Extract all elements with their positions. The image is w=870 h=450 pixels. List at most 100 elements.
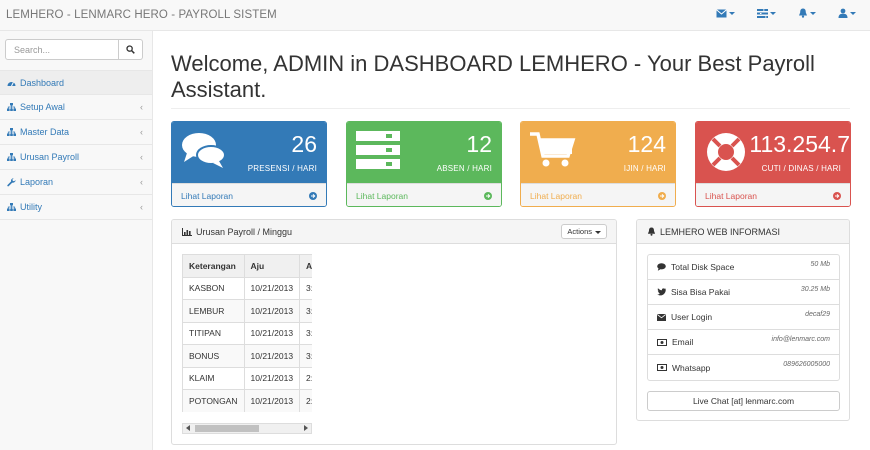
arrow-circle-right-icon <box>833 192 841 200</box>
list-item-whatsapp[interactable]: Whatsapp 089626005000 <box>648 355 839 380</box>
stat-label: CUTI / DINAS / HARI <box>761 164 841 173</box>
payroll-table: Keterangan Aju Ap KASBON 10/21/2013 3: L… <box>182 254 312 412</box>
comments-icon <box>182 133 226 168</box>
column-header[interactable]: Aju <box>243 254 301 278</box>
info-value: 50 Mb <box>810 261 830 268</box>
view-report-link[interactable]: Lihat Laporan <box>181 191 233 201</box>
info-value: info@lenmarc.com <box>771 336 830 343</box>
arrow-circle-right-icon <box>309 192 317 200</box>
stat-number: 124 <box>627 131 666 157</box>
sidebar-search <box>5 39 143 60</box>
table-cell: 2: <box>299 366 312 390</box>
brand-title[interactable]: LEMHERO - LENMARC HERO - PAYROLL SISTEM <box>6 9 277 21</box>
table-cell: TITIPAN <box>182 321 245 345</box>
navbar-icons <box>716 8 856 18</box>
list-item-email[interactable]: Email info@lenmarc.com <box>648 330 839 355</box>
sidebar-item-label: Utility <box>20 202 42 212</box>
sidebar-menu: Dashboard Setup Awal ‹ Master Data ‹ Uru… <box>0 70 152 220</box>
list-item-user-login[interactable]: User Login decaf29 <box>648 305 839 330</box>
bell-icon <box>647 227 656 236</box>
money-icon <box>657 364 667 371</box>
payroll-panel-heading: Urusan Payroll / Minggu Actions <box>172 220 616 244</box>
scrollbar-thumb[interactable] <box>195 425 259 432</box>
table-cell: 10/21/2013 <box>243 321 301 345</box>
sidebar-item-urusan-payroll[interactable]: Urusan Payroll ‹ <box>0 145 152 170</box>
stat-label: PRESENSI / HARI <box>247 164 317 173</box>
bar-chart-icon <box>182 227 192 236</box>
chevron-left-icon: ‹ <box>140 202 143 212</box>
top-navbar: LEMHERO - LENMARC HERO - PAYROLL SISTEM <box>0 0 870 31</box>
page-title: Welcome, ADMIN in DASHBOARD LEMHERO - Yo… <box>171 51 815 102</box>
sidebar-item-label: Urusan Payroll <box>20 152 80 162</box>
table-cell: KLAIM <box>182 366 245 390</box>
tasks-icon <box>757 8 768 18</box>
info-value: decaf29 <box>805 311 830 318</box>
horizontal-scrollbar[interactable] <box>182 423 312 434</box>
tasks-icon <box>356 131 400 169</box>
table-cell: POTONGAN <box>182 389 245 412</box>
table-cell: 10/21/2013 <box>243 366 301 390</box>
arrow-circle-right-icon <box>484 192 492 200</box>
user-dropdown[interactable] <box>838 8 856 18</box>
user-icon <box>838 8 848 18</box>
search-input[interactable] <box>5 39 119 60</box>
payroll-table-container[interactable]: Keterangan Aju Ap KASBON 10/21/2013 3: L… <box>182 254 312 412</box>
stat-panel-heading: 124 IJIN / HARI <box>521 122 675 183</box>
view-report-link[interactable]: Lihat Laporan <box>530 191 582 201</box>
envelope-icon <box>716 8 727 17</box>
table-cell: BONUS <box>182 344 245 368</box>
actions-dropdown-button[interactable]: Actions <box>561 224 607 239</box>
sidebar-item-master-data[interactable]: Master Data ‹ <box>0 120 152 145</box>
info-label: Whatsapp <box>672 362 711 373</box>
alerts-dropdown[interactable] <box>798 8 816 18</box>
arrow-circle-right-icon <box>658 192 666 200</box>
sidebar-item-dashboard[interactable]: Dashboard <box>0 70 152 95</box>
chevron-left-icon: ‹ <box>140 152 143 162</box>
web-info-panel: LEMHERO WEB INFORMASI Total Disk Space 5… <box>636 219 850 421</box>
scroll-left-arrow-icon[interactable] <box>186 425 190 431</box>
sidebar-item-label: Dashboard <box>20 77 65 88</box>
tasks-dropdown[interactable] <box>757 8 776 18</box>
sitemap-icon <box>7 103 16 111</box>
search-icon <box>126 45 135 54</box>
search-button[interactable] <box>119 39 143 60</box>
table-row: KLAIM 10/21/2013 2: <box>182 366 312 390</box>
sidebar-item-utility[interactable]: Utility ‹ <box>0 195 152 220</box>
stat-number: 12 <box>466 131 492 157</box>
info-label: Total Disk Space <box>671 262 735 272</box>
stat-footer-link[interactable]: Lihat Laporan <box>172 183 326 206</box>
list-item-remaining-space[interactable]: Sisa Bisa Pakai 30.25 Mb <box>648 280 839 305</box>
table-cell: 10/21/2013 <box>243 276 301 300</box>
sidebar-item-label: Master Data <box>20 127 70 137</box>
stat-panel-heading: 113.254.7 CUTI / DINAS / HARI <box>696 122 850 183</box>
stat-footer-link[interactable]: Lihat Laporan <box>696 183 850 206</box>
title-divider <box>171 108 850 109</box>
column-header[interactable]: Keterangan <box>182 254 245 278</box>
shopping-cart-icon <box>530 132 576 167</box>
view-report-link[interactable]: Lihat Laporan <box>705 191 757 201</box>
live-chat-button[interactable]: Live Chat [at] lenmarc.com <box>647 391 840 411</box>
chevron-left-icon: ‹ <box>140 177 143 187</box>
stat-panel-absen: 12 ABSEN / HARI Lihat Laporan <box>346 121 502 207</box>
table-cell: 3: <box>299 299 312 323</box>
column-header[interactable]: Ap <box>299 254 312 278</box>
sidebar: Dashboard Setup Awal ‹ Master Data ‹ Uru… <box>0 31 153 450</box>
twitter-icon <box>657 288 666 296</box>
payroll-panel: Urusan Payroll / Minggu Actions Keterang… <box>171 219 617 445</box>
sidebar-item-laporan[interactable]: Laporan ‹ <box>0 170 152 195</box>
envelope-icon <box>657 313 666 321</box>
scroll-right-arrow-icon[interactable] <box>304 425 308 431</box>
view-report-link[interactable]: Lihat Laporan <box>356 191 408 201</box>
table-row: LEMBUR 10/21/2013 3: <box>182 299 312 323</box>
chevron-left-icon: ‹ <box>140 127 143 137</box>
sidebar-item-setup-awal[interactable]: Setup Awal ‹ <box>0 95 152 120</box>
stat-footer-link[interactable]: Lihat Laporan <box>521 183 675 206</box>
stat-footer-link[interactable]: Lihat Laporan <box>347 183 501 206</box>
table-cell: 10/21/2013 <box>243 344 301 368</box>
messages-dropdown[interactable] <box>716 8 735 18</box>
table-cell: LEMBUR <box>182 299 245 323</box>
web-info-panel-heading: LEMHERO WEB INFORMASI <box>637 220 849 244</box>
stat-number: 26 <box>291 131 317 157</box>
table-row: TITIPAN 10/21/2013 3: <box>182 321 312 345</box>
list-item-disk-space[interactable]: Total Disk Space 50 Mb <box>648 255 839 280</box>
